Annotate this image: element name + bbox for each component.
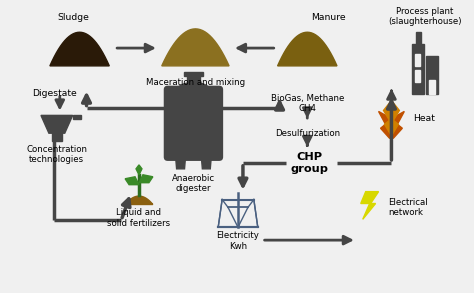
Polygon shape (416, 32, 421, 44)
Text: Desulfurization: Desulfurization (275, 129, 340, 138)
Text: Concentration
technologies: Concentration technologies (27, 145, 87, 164)
Ellipse shape (177, 82, 210, 98)
Text: BioGas, Methane
CH4: BioGas, Methane CH4 (271, 94, 344, 113)
Text: Liquid and
solid fertilizers: Liquid and solid fertilizers (108, 208, 171, 228)
Polygon shape (278, 32, 337, 66)
Text: CHP
group: CHP group (290, 152, 328, 174)
Polygon shape (429, 80, 435, 93)
Text: Digestate: Digestate (32, 89, 77, 98)
Polygon shape (186, 76, 201, 86)
Polygon shape (412, 44, 424, 93)
Polygon shape (136, 165, 142, 175)
Polygon shape (139, 175, 153, 183)
Polygon shape (162, 29, 229, 66)
Polygon shape (73, 115, 81, 119)
Polygon shape (415, 70, 420, 82)
Polygon shape (52, 133, 62, 141)
Polygon shape (201, 157, 211, 169)
Text: Sludge: Sludge (58, 13, 90, 22)
Polygon shape (125, 196, 153, 205)
Polygon shape (415, 54, 420, 66)
Text: Process plant
(slaughterhouse): Process plant (slaughterhouse) (388, 7, 462, 26)
Polygon shape (176, 157, 185, 169)
Text: Manure: Manure (311, 13, 346, 22)
Polygon shape (379, 97, 404, 138)
Polygon shape (183, 72, 203, 76)
Polygon shape (383, 100, 400, 134)
Text: Electricity
Kwh: Electricity Kwh (217, 231, 259, 251)
Text: Anaerobic
digester: Anaerobic digester (172, 174, 215, 193)
Text: Heat: Heat (413, 114, 435, 123)
Polygon shape (41, 115, 73, 133)
Text: Maceration and mixing: Maceration and mixing (146, 78, 245, 87)
Polygon shape (361, 192, 379, 219)
Polygon shape (50, 32, 109, 66)
Polygon shape (125, 177, 139, 185)
Polygon shape (426, 56, 438, 93)
FancyBboxPatch shape (164, 86, 223, 161)
Text: Electrical
network: Electrical network (389, 198, 428, 217)
